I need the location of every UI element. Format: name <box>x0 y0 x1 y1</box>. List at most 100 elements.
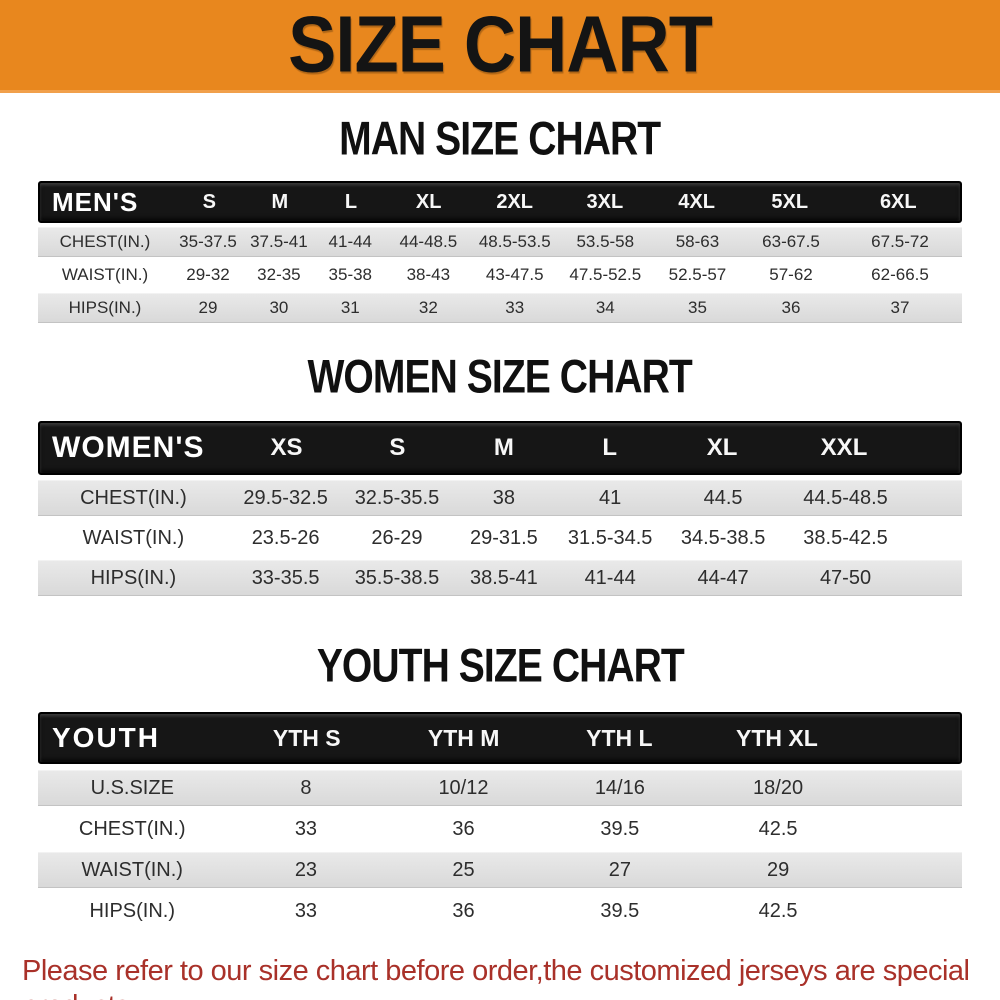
size-value: 31.5-34.5 <box>567 526 653 549</box>
table-row: HIPS(IN.) 29 30 31 32 33 34 35 36 37 <box>38 293 962 323</box>
table-row: HIPS(IN.) 33-35.5 35.5-38.5 38.5-41 41-44 44-… <box>38 560 962 596</box>
column-header: 6XL <box>879 190 917 213</box>
size-value: 29.5-32.5 <box>243 486 328 509</box>
table-row: CHEST(IN.) 35-37.5 37.5-41 41-44 44-48.5 48.5… <box>38 227 962 257</box>
size-value: 58-63 <box>675 232 720 251</box>
column-header: 2XL <box>496 190 534 213</box>
column-header: YTH S <box>272 724 341 751</box>
row-label: CHEST(IN.) <box>78 817 186 840</box>
size-value: 47-50 <box>819 566 872 589</box>
column-header: L <box>344 190 358 213</box>
size-value: 38 <box>492 486 516 509</box>
column-header: S <box>389 434 406 461</box>
row-label: CHEST(IN.) <box>80 486 187 509</box>
size-value: 42.5 <box>758 817 798 840</box>
row-label: HIPS(IN.) <box>89 899 176 922</box>
column-header: M <box>493 434 514 461</box>
column-header: XS <box>270 434 303 461</box>
row-label: WAIST(IN.) <box>81 858 183 881</box>
table-corner-label: YOUTH <box>52 722 160 753</box>
banner-title: SIZE CHART <box>288 0 713 90</box>
size-value: 43-47.5 <box>485 265 544 284</box>
size-chart-banner: SIZE CHART <box>0 0 1000 93</box>
column-header: YTH M <box>427 724 500 751</box>
size-value: 23.5-26 <box>251 526 320 549</box>
table-row: U.S.SIZE 8 10/12 14/16 18/20 <box>38 770 962 806</box>
table-row: WAIST(IN.) 23 25 27 29 <box>38 852 962 888</box>
size-value: 35-37.5 <box>179 232 237 251</box>
size-value: 33 <box>505 298 525 317</box>
size-value: 33 <box>294 817 318 840</box>
column-header: XL <box>415 190 442 213</box>
size-value: 10/12 <box>438 776 489 799</box>
notice-line-1: Please refer to our size chart before or… <box>22 955 970 1000</box>
size-value: 41-44 <box>584 566 636 589</box>
size-table: YOUTH YTH S YTH M YTH L YTH XL U.S.SIZE 8 10/… <box>38 712 962 928</box>
column-header: L <box>602 434 617 461</box>
size-value: 39.5 <box>600 899 640 922</box>
size-value: 38.5-41 <box>469 566 538 589</box>
column-header: 3XL <box>586 190 624 213</box>
size-value: 44.5 <box>703 486 743 509</box>
size-value: 34 <box>595 298 615 317</box>
size-value: 26-29 <box>371 526 423 549</box>
size-value: 44-47 <box>697 566 749 589</box>
row-label: U.S.SIZE <box>90 776 174 799</box>
size-value: 32 <box>418 298 438 317</box>
size-value: 8 <box>300 776 312 799</box>
size-value: 41 <box>599 486 622 509</box>
size-table: MEN'S S M L XL 2XL 3XL 4XL 5XL 6XL CHEST(IN.) 35-… <box>38 181 962 323</box>
size-value: 67.5-72 <box>871 232 929 251</box>
size-charts: MAN SIZE CHART MEN'S S M L XL 2XL 3XL 4XL 5XL 6X… <box>0 93 1000 928</box>
column-header: YTH XL <box>736 724 818 751</box>
column-header: YTH L <box>586 724 653 751</box>
size-value: 35 <box>687 298 707 317</box>
size-value: 38-43 <box>406 265 451 284</box>
size-value: 35-38 <box>328 265 373 284</box>
column-header: XXL <box>820 434 868 461</box>
table-row: HIPS(IN.) 33 36 39.5 42.5 <box>38 894 962 928</box>
size-value: 36 <box>452 899 475 922</box>
column-header: S <box>202 190 216 213</box>
column-header: 5XL <box>771 190 809 213</box>
row-label: CHEST(IN.) <box>59 232 151 251</box>
row-label: HIPS(IN.) <box>68 298 142 317</box>
table-header-row: MEN'S S M L XL 2XL 3XL 4XL 5XL 6XL <box>38 181 962 223</box>
size-chart-section-men: MAN SIZE CHART MEN'S S M L XL 2XL 3XL 4XL 5XL 6X… <box>0 93 1000 323</box>
size-value: 44.5-48.5 <box>803 486 888 509</box>
section-heading: MAN SIZE CHART <box>0 93 1000 181</box>
size-value: 37.5-41 <box>250 232 308 251</box>
order-notice: Please refer to our size chart before or… <box>22 954 978 1000</box>
row-label: WAIST(IN.) <box>61 265 149 284</box>
size-value: 37 <box>890 298 910 317</box>
size-value: 29-32 <box>186 265 230 284</box>
size-value: 57-62 <box>769 265 813 284</box>
section-heading: YOUTH SIZE CHART <box>0 596 1000 712</box>
table-header-row: WOMEN'S XS S M L XL XXL <box>38 421 962 475</box>
size-value: 29 <box>766 858 790 881</box>
row-label: WAIST(IN.) <box>82 526 185 549</box>
size-value: 52.5-57 <box>668 265 727 284</box>
size-value: 25 <box>452 858 475 881</box>
size-value: 31 <box>340 298 360 317</box>
table-row: CHEST(IN.) 33 36 39.5 42.5 <box>38 812 962 846</box>
size-value: 29-31.5 <box>469 526 538 549</box>
size-value: 53.5-58 <box>576 232 635 251</box>
section-heading: WOMEN SIZE CHART <box>0 323 1000 421</box>
size-value: 36 <box>781 298 801 317</box>
size-value: 41-44 <box>328 232 373 251</box>
size-value: 32-35 <box>257 265 301 284</box>
section-heading-text: YOUTH SIZE CHART <box>316 639 684 692</box>
row-label: HIPS(IN.) <box>90 566 177 589</box>
size-value: 62-66.5 <box>871 265 929 284</box>
table-header-row: YOUTH YTH S YTH M YTH L YTH XL <box>38 712 962 764</box>
column-header: 4XL <box>678 190 715 213</box>
size-value: 32.5-35.5 <box>354 486 440 509</box>
size-value: 30 <box>269 298 289 317</box>
size-value: 27 <box>608 858 631 881</box>
size-value: 39.5 <box>600 817 640 840</box>
size-chart-section-women: WOMEN SIZE CHART WOMEN'S XS S M L XL XXL CHES… <box>0 323 1000 596</box>
size-value: 47.5-52.5 <box>569 265 642 284</box>
size-value: 33-35.5 <box>251 566 320 589</box>
column-header: M <box>271 190 289 213</box>
